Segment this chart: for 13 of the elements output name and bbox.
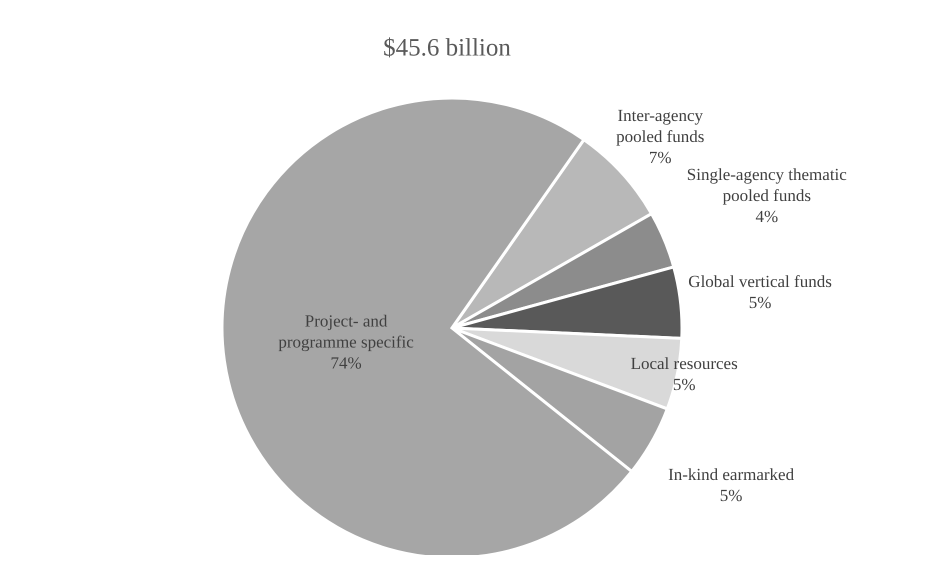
data-label: 74% — [330, 353, 362, 372]
slice-label: Inter-agency pooled funds — [616, 106, 704, 146]
slice-label: Project- and programme specific — [278, 311, 414, 352]
slice-label: In-kind earmarked — [668, 464, 795, 484]
slice-label: Single-agency thematic pooled funds — [686, 164, 848, 205]
data-label: 5% — [748, 292, 772, 312]
data-label: 7% — [648, 148, 672, 167]
slice-label: Local resources — [630, 354, 738, 374]
data-label: 4% — [755, 206, 778, 226]
slice-label: Global vertical funds — [688, 272, 832, 291]
data-label: 5% — [672, 375, 696, 394]
data-label: 5% — [720, 486, 742, 505]
chart-title: $45.6 billion — [383, 34, 512, 62]
